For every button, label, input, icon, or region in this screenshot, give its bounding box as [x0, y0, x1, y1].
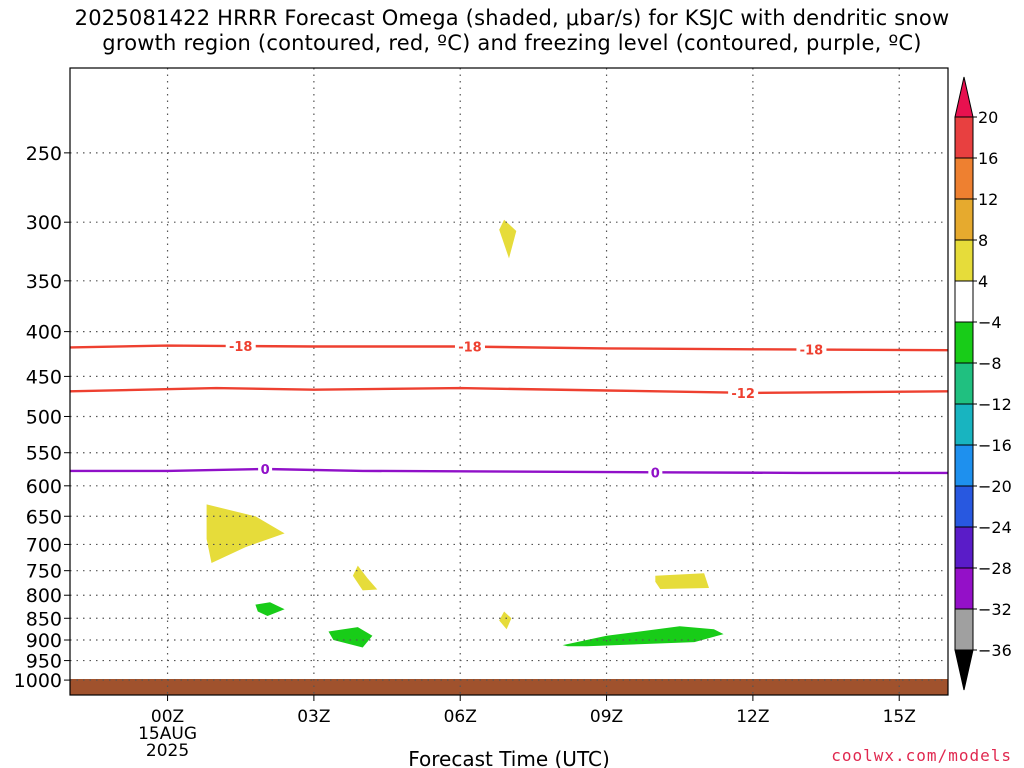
ground-surface	[70, 679, 948, 695]
y-tick-label-300: 300	[26, 212, 62, 234]
colorbar-label: −4	[978, 313, 1002, 332]
y-tick-label-950: 950	[26, 651, 62, 673]
contour-label-bg	[648, 464, 663, 481]
y-tick-label-450: 450	[26, 366, 62, 388]
contour-label--12: -12	[731, 387, 755, 402]
colorbar-segment	[954, 567, 974, 610]
y-tick-label-650: 650	[26, 506, 62, 528]
y-tick-label-850: 850	[26, 608, 62, 630]
grid-lines	[70, 68, 948, 695]
colorbar-segment	[954, 485, 974, 528]
omega-region-1	[499, 219, 517, 259]
omega-region-2	[206, 504, 285, 563]
contour-label-0: 0	[651, 466, 660, 481]
omega-region-3	[352, 565, 378, 591]
colorbar-label: 12	[978, 190, 998, 209]
contour-label-bg	[258, 460, 273, 477]
y-tick-label-400: 400	[26, 322, 62, 344]
chart-title: 2025081422 HRRR Forecast Omega (shaded, …	[0, 6, 1024, 56]
colorbar-label: −28	[978, 559, 1012, 578]
colorbar-label: −12	[978, 395, 1012, 414]
colorbar: 20 16 12 8 4 −4 −8 −12 −16 −20 −24 −28 −32 −36	[954, 76, 1012, 691]
colorbar-segment	[954, 608, 974, 651]
colorbar-segment	[954, 362, 974, 405]
contour-label--18: -18	[458, 341, 482, 356]
y-tick-label-600: 600	[26, 476, 62, 498]
y-tick-label-900: 900	[26, 630, 62, 652]
contour-label-0: 0	[261, 463, 270, 478]
contour-label-bg	[454, 338, 485, 355]
colorbar-segment	[954, 116, 974, 159]
x-tick-label-06Z: 06Z	[444, 707, 477, 727]
colorbar-segment	[954, 403, 974, 446]
colorbar-bottom-arrow	[954, 649, 974, 691]
contour-line-0	[70, 467, 948, 475]
x-tick-year-label: 2025	[146, 741, 189, 761]
omega-region-5	[499, 611, 512, 630]
colorbar-label: 20	[978, 108, 998, 127]
colorbar-label: −32	[978, 600, 1012, 619]
y-tick-label-800: 800	[26, 585, 62, 607]
y-tick-label-350: 350	[26, 271, 62, 293]
x-tick-label-09Z: 09Z	[590, 707, 623, 727]
y-tick-label-550: 550	[26, 443, 62, 465]
colorbar-top-arrow	[954, 76, 974, 118]
colorbar-label: −20	[978, 477, 1012, 496]
colorbar-label: 8	[978, 231, 988, 250]
colorbar-segment	[954, 280, 974, 323]
x-tick-date-label: 15AUG	[138, 724, 197, 744]
x-tick-label-00Z: 00Z	[151, 707, 184, 727]
x-tick-label-12Z: 12Z	[736, 707, 769, 727]
contour-lines: -18 -18 -18 -12 0 0	[69, 338, 949, 481]
x-tick-label-15Z: 15Z	[883, 707, 916, 727]
colorbar-label: −16	[978, 436, 1012, 455]
colorbar-segment	[954, 321, 974, 364]
title-line-1: 2025081422 HRRR Forecast Omega (shaded, …	[74, 6, 950, 30]
plot-background	[70, 68, 948, 695]
colorbar-segment	[954, 444, 974, 487]
y-tick-label-1000: 1000	[14, 670, 62, 692]
colorbar-label: 4	[978, 272, 988, 291]
plot-frame	[69, 67, 949, 696]
colorbar-label: 16	[978, 149, 998, 168]
y-tick-label-250: 250	[26, 143, 62, 165]
colorbar-segment	[954, 198, 974, 241]
contour-label-bg	[225, 338, 256, 355]
contour-label--18: -18	[800, 344, 824, 359]
x-axis-label: Forecast Time (UTC)	[408, 747, 610, 768]
omega-shading	[206, 219, 724, 648]
colorbar-label: −24	[978, 518, 1012, 537]
colorbar-segment	[954, 526, 974, 569]
contour-label-bg	[796, 341, 827, 358]
credit-text: coolwx.com/models	[831, 746, 1012, 765]
contour-label--18: -18	[229, 340, 253, 355]
colorbar-label: −8	[978, 354, 1002, 373]
y-tick-label-700: 700	[26, 534, 62, 556]
omega-region-8	[562, 626, 724, 647]
title-line-2: growth region (contoured, red, ºC) and f…	[102, 31, 922, 55]
omega-region-7	[328, 627, 373, 648]
omega-region-4	[655, 573, 709, 589]
contour-label-bg	[728, 384, 759, 401]
x-tick-label-03Z: 03Z	[297, 707, 330, 727]
omega-region-6	[255, 602, 285, 616]
colorbar-segment	[954, 239, 974, 282]
y-axis: 2503003504004505005506006507007508008509…	[14, 143, 70, 692]
colorbar-segment	[954, 157, 974, 200]
y-tick-label-750: 750	[26, 561, 62, 583]
colorbar-label: −36	[978, 641, 1012, 660]
y-tick-label-500: 500	[26, 406, 62, 428]
